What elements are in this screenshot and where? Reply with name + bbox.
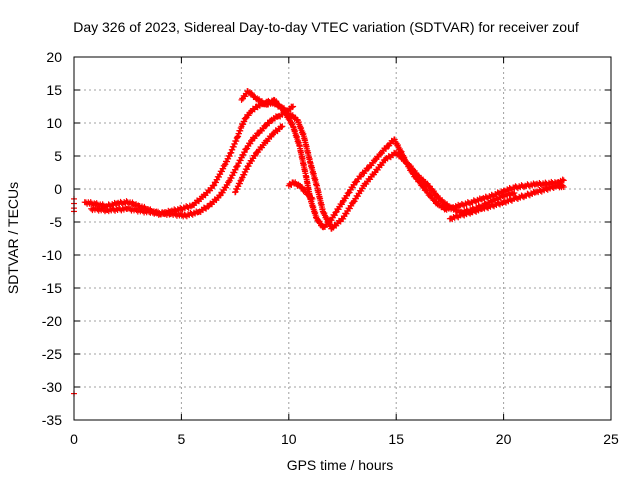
plot-frame	[73, 56, 612, 421]
axis-ticks	[73, 56, 612, 421]
chart-title: Day 326 of 2023, Sidereal Day-to-day VTE…	[73, 19, 579, 35]
series-track-E	[285, 179, 316, 202]
y-tick-label: -30	[42, 379, 62, 395]
y-tick-label: -15	[42, 280, 62, 296]
x-tick-label: 15	[388, 431, 404, 447]
y-tick-label: 10	[46, 115, 62, 131]
y-tick-label: -35	[42, 412, 62, 428]
series-dense-markers	[448, 182, 566, 223]
y-axis-title: SDTVAR / TECUs	[5, 182, 21, 294]
y-tick-label: 5	[54, 148, 62, 164]
y-tick-label: -10	[42, 247, 62, 263]
y-tick-label: 15	[46, 82, 62, 98]
x-tick-label: 25	[603, 431, 619, 447]
y-axis-tick-labels: -35 -30 -25 -20 -15 -10 -5 0 5 10 15 20	[42, 49, 62, 428]
x-tick-label: 10	[281, 431, 297, 447]
x-tick-label: 20	[496, 431, 512, 447]
series-track-B	[88, 109, 518, 232]
series-track-D	[232, 123, 286, 196]
y-tick-label: 20	[46, 49, 62, 65]
y-tick-label: -20	[42, 313, 62, 329]
series-track-F	[446, 182, 567, 223]
data-point	[350, 199, 357, 206]
x-tick-label: 0	[70, 431, 78, 447]
series-dense-markers	[286, 179, 315, 202]
x-axis-title: GPS time / hours	[287, 457, 394, 473]
data-series	[71, 88, 567, 397]
y-tick-label: -25	[42, 346, 62, 362]
series-dense-markers	[232, 123, 285, 195]
series-dense-markers	[89, 109, 517, 232]
y-tick-label: -5	[50, 214, 63, 230]
x-axis-tick-labels: 0 5 10 15 20 25	[70, 431, 619, 447]
series-track-C	[238, 88, 297, 115]
x-tick-label: 5	[178, 431, 186, 447]
series-dense-markers	[239, 88, 296, 115]
y-tick-label: 0	[54, 181, 62, 197]
